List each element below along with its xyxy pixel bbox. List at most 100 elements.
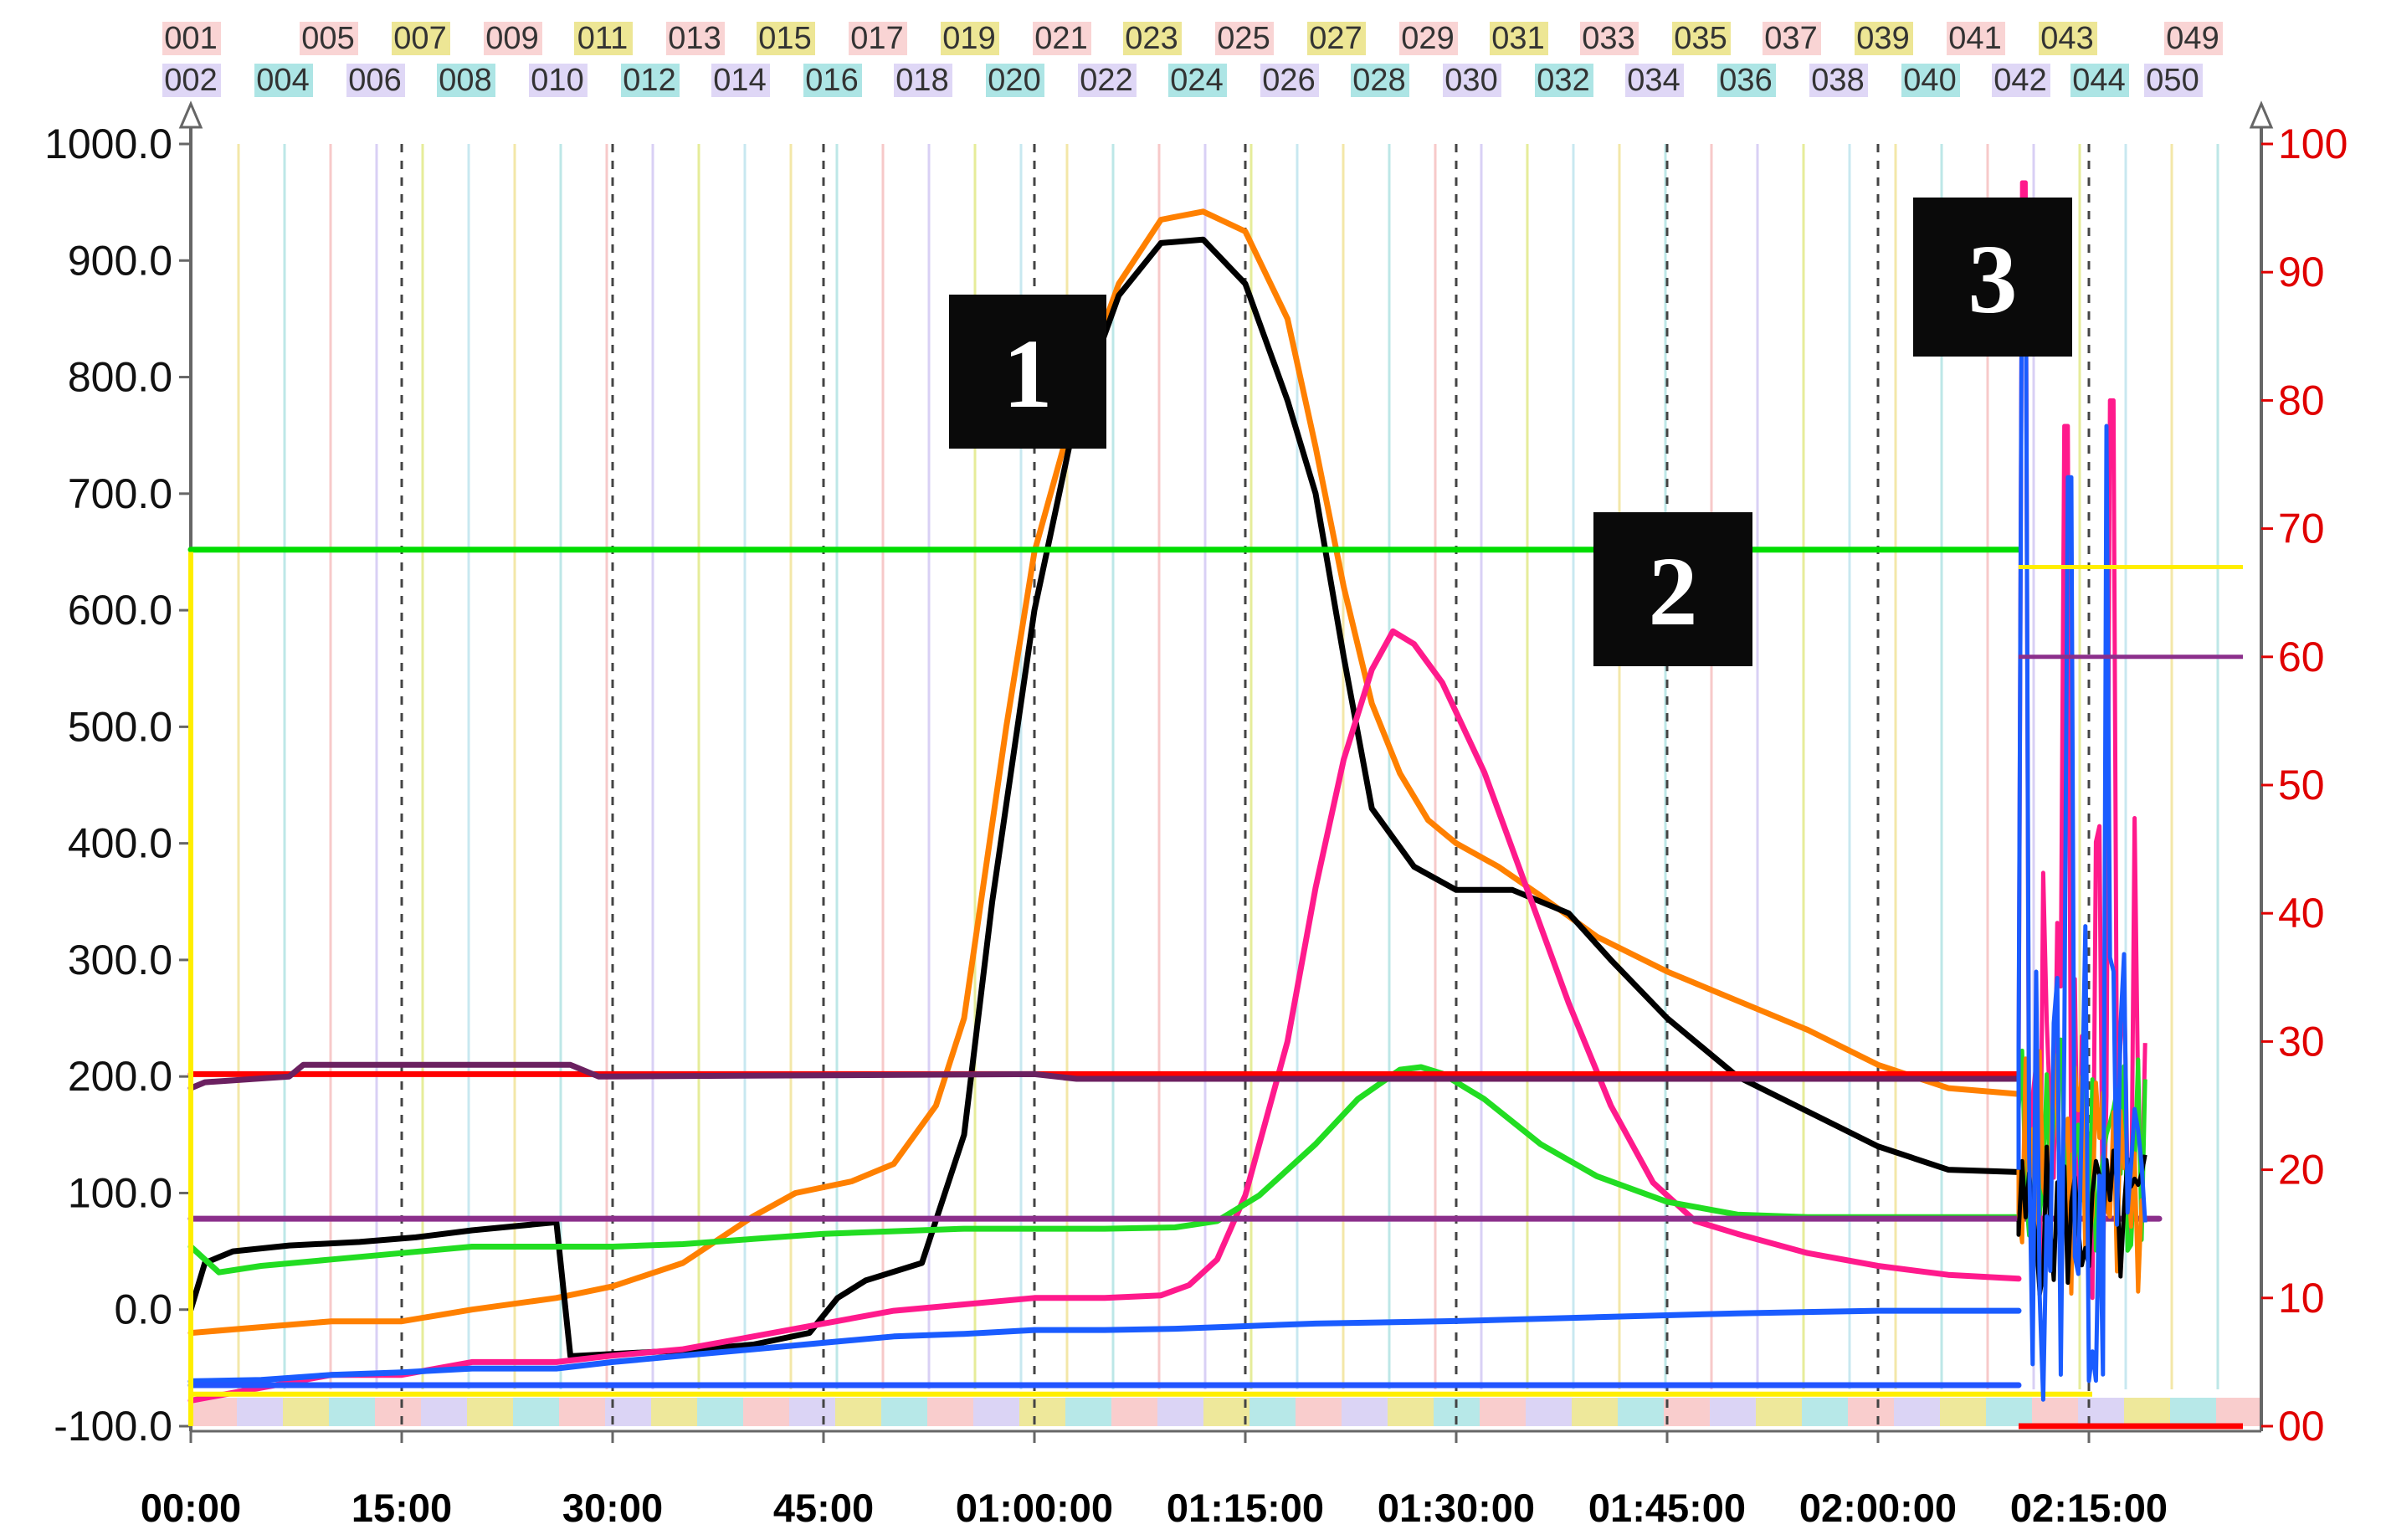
bottom-stripe xyxy=(1710,1398,1756,1426)
channel-marker-top-bg xyxy=(1215,22,1274,55)
annotation-box-label: 3 xyxy=(1968,224,2018,334)
series-line-5 xyxy=(187,1307,2022,1384)
channel-marker-bottom: 028 xyxy=(1352,63,1405,98)
right-axis-arrow xyxy=(2249,100,2274,129)
channel-marker-top: 043 xyxy=(2040,21,2093,56)
y-right-tick-label: 00 xyxy=(2278,1403,2325,1450)
bottom-stripe xyxy=(1388,1398,1434,1426)
channel-marker-top-bg xyxy=(1399,22,1458,55)
channel-marker-top-bg xyxy=(1033,22,1091,55)
channel-marker-bottom: 050 xyxy=(2146,63,2199,98)
x-tick-label: 00:00 xyxy=(141,1486,241,1530)
bottom-stripe xyxy=(1526,1398,1572,1426)
y-right-tick-label: 70 xyxy=(2278,506,2325,552)
channel-marker-bottom: 004 xyxy=(256,63,309,98)
channel-marker-bottom-bg xyxy=(803,64,862,97)
channel-marker-top-bg xyxy=(757,22,815,55)
background-bands xyxy=(191,144,2262,1426)
y-right-tick-label: 20 xyxy=(2278,1147,2325,1194)
channel-marker-bottom-bg xyxy=(711,64,770,97)
channel-marker-top-bg xyxy=(300,22,358,55)
channel-marker-top: 009 xyxy=(485,21,538,56)
bottom-stripe xyxy=(1940,1398,1986,1426)
end-burst xyxy=(2016,180,2243,1402)
bottom-stripe xyxy=(973,1398,1019,1426)
channel-marker-top-bg xyxy=(941,22,999,55)
x-tick-label: 15:00 xyxy=(351,1486,452,1530)
channel-marker-bottom: 002 xyxy=(164,63,217,98)
grid xyxy=(400,144,2091,1426)
channel-marker-bottom-bg xyxy=(986,64,1044,97)
channel-marker-top: 007 xyxy=(393,21,446,56)
channel-marker-bottom: 032 xyxy=(1537,63,1589,98)
channel-marker-bottom: 030 xyxy=(1444,63,1497,98)
y-left-tick-label: 0.0 xyxy=(114,1286,172,1333)
bottom-stripe xyxy=(513,1398,559,1426)
channel-marker-bottom-bg xyxy=(1078,64,1137,97)
channel-marker-top-bg xyxy=(666,22,725,55)
bottom-stripe xyxy=(1203,1398,1249,1426)
channel-marker-bottom: 026 xyxy=(1262,63,1315,98)
channel-marker-top-bg xyxy=(1307,22,1366,55)
channel-marker-top-bg xyxy=(1580,22,1639,55)
burst-line-5 xyxy=(2016,206,2147,1402)
channel-marker-bottom: 008 xyxy=(439,63,491,98)
bottom-stripe xyxy=(1111,1398,1157,1426)
annotation-box-1 xyxy=(949,295,1106,449)
axes: 1000.0900.0800.0700.0600.0500.0400.0300.… xyxy=(44,100,2348,1530)
channel-marker-bottom-bg xyxy=(1260,64,1319,97)
channel-marker-top: 029 xyxy=(1401,21,1454,56)
bottom-stripe xyxy=(2078,1398,2124,1426)
channel-marker-top: 033 xyxy=(1582,21,1634,56)
channel-marker-top: 013 xyxy=(668,21,721,56)
y-right-tick-label: 60 xyxy=(2278,634,2325,680)
bottom-stripe xyxy=(651,1398,697,1426)
channel-marker-top-bg xyxy=(1672,22,1731,55)
y-right-tick-label: 40 xyxy=(2278,890,2325,937)
channel-marker-bottom: 042 xyxy=(1993,63,2046,98)
bottom-stripe xyxy=(743,1398,789,1426)
channel-marker-top-bg xyxy=(1123,22,1182,55)
channel-marker-bottom-bg xyxy=(1443,64,1501,97)
channel-marker-bottom-bg xyxy=(1535,64,1593,97)
x-tick-label: 02:00:00 xyxy=(1799,1486,1957,1530)
channel-marker-top: 049 xyxy=(2166,21,2219,56)
channel-marker-top-bg xyxy=(2164,22,2223,55)
channel-marker-top: 037 xyxy=(1764,21,1817,56)
series-line-4 xyxy=(187,1064,2022,1276)
channel-marker-bottom-bg xyxy=(1351,64,1409,97)
y-right-tick-label: 30 xyxy=(2278,1018,2325,1065)
bottom-stripe xyxy=(789,1398,835,1426)
channel-marker-top: 011 xyxy=(577,21,629,56)
y-left-tick-label: 1000.0 xyxy=(44,121,172,167)
channel-marker-top: 005 xyxy=(301,21,354,56)
channel-marker-top: 031 xyxy=(1491,21,1544,56)
x-tick-label: 01:30:00 xyxy=(1378,1486,1535,1530)
channel-marker-bottom-bg xyxy=(2144,64,2203,97)
bottom-stripe xyxy=(2216,1398,2262,1426)
channel-marker-top-bg xyxy=(1490,22,1548,55)
bottom-stripe xyxy=(927,1398,973,1426)
bottom-stripe xyxy=(1065,1398,1111,1426)
channel-marker-top: 039 xyxy=(1856,21,1909,56)
bottom-stripe xyxy=(881,1398,927,1426)
bottom-stripe xyxy=(1756,1398,1802,1426)
channel-marker-bottom: 040 xyxy=(1903,63,1956,98)
y-left-tick-label: 600.0 xyxy=(68,587,172,634)
annotation-box-label: 1 xyxy=(1003,319,1053,429)
channel-marker-top: 041 xyxy=(1948,21,2001,56)
channel-marker-bottom: 024 xyxy=(1170,63,1223,98)
channel-marker-bottom: 038 xyxy=(1811,63,1864,98)
channel-marker-bottom: 044 xyxy=(2072,63,2125,98)
channel-marker-bottom-bg xyxy=(1168,64,1227,97)
x-tick-label: 02:15:00 xyxy=(2010,1486,2168,1530)
bottom-stripe xyxy=(1480,1398,1526,1426)
bottom-stripe xyxy=(1986,1398,2032,1426)
x-tick-label: 01:15:00 xyxy=(1167,1486,1324,1530)
bottom-stripe xyxy=(1342,1398,1388,1426)
y-right-tick-label: 10 xyxy=(2278,1275,2325,1322)
y-left-tick-label: 300.0 xyxy=(68,937,172,983)
channel-marker-top: 001 xyxy=(164,21,217,56)
channel-marker-bottom-bg xyxy=(346,64,405,97)
